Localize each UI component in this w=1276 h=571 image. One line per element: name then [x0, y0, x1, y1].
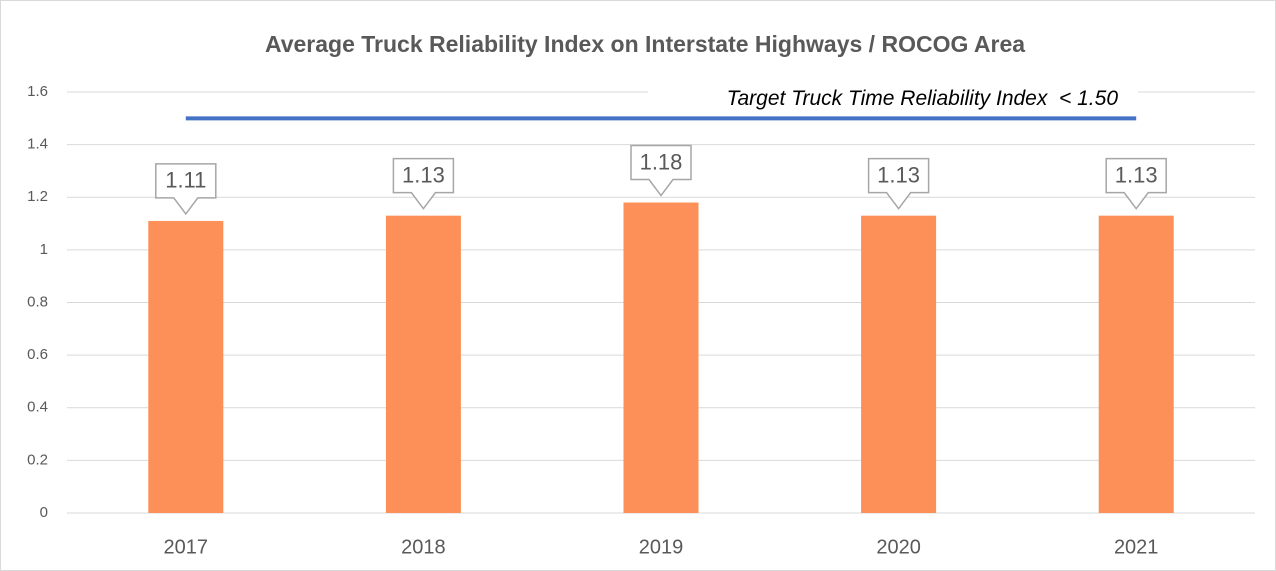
y-tick-label: 0.2: [27, 451, 48, 468]
x-tick-label: 2021: [1114, 536, 1159, 558]
chart-title: Average Truck Reliability Index on Inter…: [265, 31, 1025, 57]
bar: [1098, 215, 1174, 513]
y-tick-label: 1: [40, 241, 48, 258]
y-tick-label: 0.8: [27, 293, 48, 310]
data-label-callout: [392, 157, 455, 210]
annotation: Target Truck Time Reliability Index < 1.…: [727, 87, 1119, 110]
y-tick-label: 0: [40, 504, 48, 521]
x-tick-label: 2020: [876, 536, 921, 558]
data-label-callout: [155, 163, 217, 216]
y-tick-label: 0.4: [27, 399, 48, 416]
bar: [623, 202, 699, 513]
data-label: 1.13: [877, 162, 920, 187]
y-tick-label: 1.2: [27, 188, 48, 205]
data-label-callout: [867, 157, 930, 210]
bar: [148, 220, 224, 513]
data-label: 1.13: [402, 162, 445, 187]
data-label-callout: [1105, 157, 1167, 210]
data-label: 1.13: [1115, 162, 1158, 187]
y-tick-label: 1.6: [27, 83, 48, 100]
bar: [861, 215, 937, 513]
x-tick-label: 2018: [401, 536, 446, 558]
y-tick-label: 0.6: [27, 346, 48, 363]
y-tick-label: 1.4: [27, 136, 48, 153]
data-label: 1.18: [640, 149, 683, 174]
data-label: 1.11: [165, 168, 206, 193]
bar: [385, 215, 461, 513]
data-label-callout: [630, 144, 692, 197]
x-tick-label: 2019: [639, 536, 684, 558]
annotation-background: [648, 84, 1138, 113]
x-tick-label: 2017: [164, 536, 209, 558]
